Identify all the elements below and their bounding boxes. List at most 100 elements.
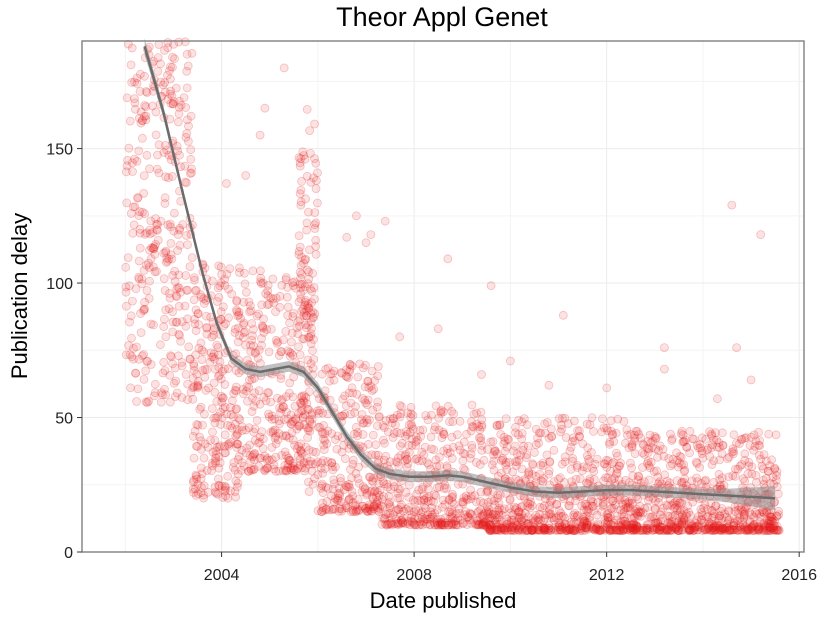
- data-point: [426, 410, 436, 420]
- data-point: [366, 230, 376, 240]
- data-point: [311, 235, 321, 245]
- data-point: [727, 526, 736, 535]
- data-point: [317, 507, 326, 517]
- data-point: [271, 293, 281, 303]
- data-point: [136, 309, 145, 318]
- data-point: [263, 300, 272, 310]
- data-point: [218, 302, 228, 312]
- data-point: [294, 246, 304, 256]
- data-point: [237, 458, 247, 468]
- data-point: [245, 440, 255, 450]
- data-point: [288, 350, 298, 360]
- data-point: [237, 422, 247, 432]
- data-point: [704, 521, 714, 531]
- data-point: [268, 426, 278, 436]
- data-point: [189, 275, 199, 285]
- data-point: [123, 39, 133, 49]
- data-point: [363, 376, 373, 386]
- data-point: [278, 402, 288, 412]
- data-point: [286, 419, 296, 429]
- data-point: [285, 347, 295, 357]
- data-point: [261, 464, 271, 474]
- data-point: [511, 422, 520, 432]
- data-point: [294, 421, 304, 431]
- data-point: [311, 447, 321, 457]
- data-point: [255, 130, 265, 140]
- data-point: [207, 352, 217, 362]
- data-point: [302, 301, 312, 310]
- data-point: [121, 287, 131, 297]
- data-point: [141, 366, 151, 376]
- data-point: [126, 209, 136, 218]
- data-point: [196, 474, 206, 484]
- data-point: [170, 363, 180, 373]
- data-point: [549, 445, 559, 455]
- data-point: [338, 394, 348, 404]
- data-point: [729, 449, 738, 459]
- data-point: [302, 423, 312, 433]
- data-point: [714, 442, 724, 452]
- data-point: [307, 408, 317, 418]
- data-point: [249, 455, 259, 465]
- data-point: [300, 297, 310, 307]
- data-point: [216, 420, 226, 429]
- data-point: [248, 341, 258, 351]
- data-point: [383, 427, 393, 437]
- data-point: [184, 121, 193, 131]
- data-point: [160, 46, 169, 55]
- data-point: [388, 414, 398, 424]
- data-point: [292, 323, 302, 333]
- data-point: [198, 365, 208, 375]
- data-point: [295, 454, 305, 464]
- data-point: [238, 389, 248, 399]
- data-point: [210, 418, 220, 428]
- data-point: [297, 392, 307, 402]
- data-point: [211, 453, 221, 463]
- data-point: [363, 439, 373, 449]
- data-point: [202, 322, 212, 332]
- data-point: [434, 482, 444, 492]
- data-point: [137, 133, 147, 143]
- data-point: [189, 487, 198, 497]
- data-point: [685, 510, 695, 520]
- data-point: [197, 345, 207, 355]
- data-point: [134, 211, 144, 221]
- data-point: [196, 338, 206, 348]
- data-point: [164, 304, 174, 314]
- data-point: [295, 158, 305, 168]
- data-point: [198, 420, 207, 430]
- data-point: [226, 410, 236, 419]
- data-point: [221, 319, 231, 329]
- data-point: [121, 350, 131, 360]
- data-point: [264, 299, 274, 309]
- data-point: [156, 216, 166, 226]
- data-point: [295, 189, 305, 199]
- data-point: [141, 87, 151, 96]
- data-point: [220, 485, 230, 495]
- data-point: [168, 307, 177, 317]
- data-point: [433, 324, 443, 334]
- data-point: [309, 173, 318, 183]
- data-point: [219, 321, 229, 331]
- data-point: [311, 184, 321, 194]
- data-point: [300, 301, 310, 310]
- data-point: [715, 455, 725, 465]
- data-point: [195, 432, 205, 442]
- data-point: [328, 465, 338, 475]
- data-point: [180, 177, 190, 187]
- data-point: [339, 440, 349, 450]
- data-point: [586, 496, 596, 506]
- data-point: [295, 460, 305, 470]
- data-point: [130, 77, 139, 87]
- data-point: [307, 323, 316, 333]
- data-point: [752, 509, 762, 519]
- data-point: [141, 260, 151, 270]
- data-point: [187, 253, 197, 263]
- data-point: [321, 505, 331, 515]
- data-point: [333, 493, 343, 503]
- data-point: [465, 515, 475, 525]
- data-point: [122, 301, 131, 311]
- data-point: [349, 429, 359, 439]
- data-point: [273, 435, 283, 445]
